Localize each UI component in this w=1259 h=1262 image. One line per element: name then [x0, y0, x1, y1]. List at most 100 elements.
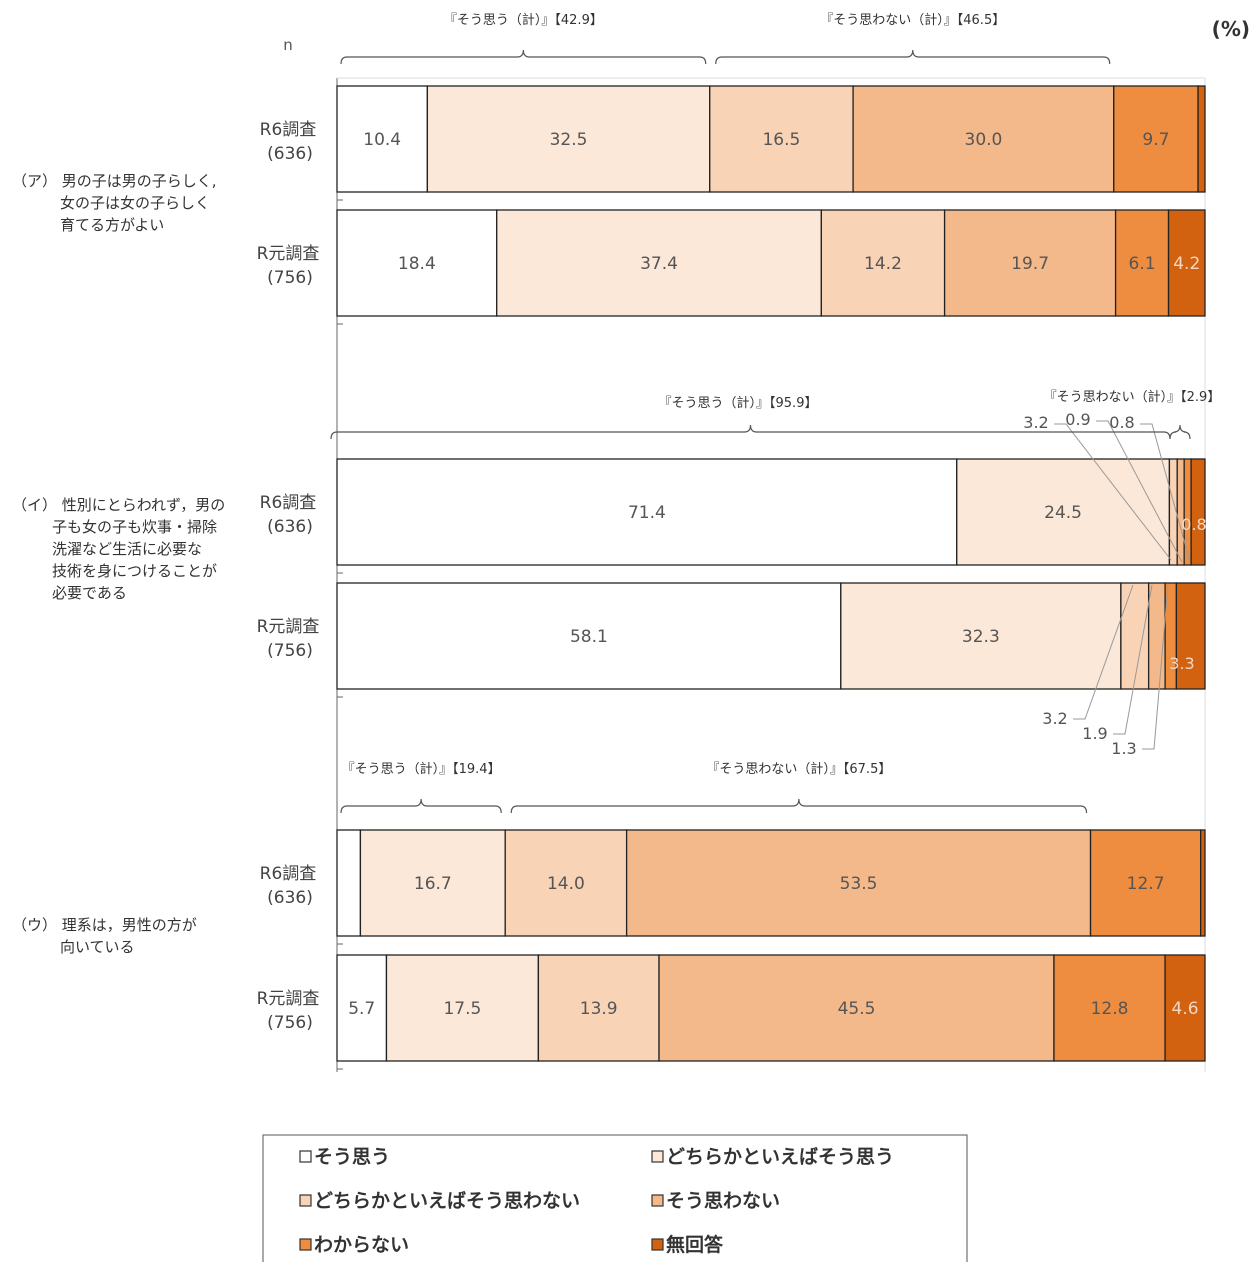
callout-label: 0.8 — [1181, 515, 1206, 534]
bar-segment — [1120, 582, 1150, 690]
bracket-agree — [330, 424, 1171, 440]
bar-segment — [1053, 954, 1166, 1062]
data-label: 32.5 — [550, 130, 588, 150]
n-count-label: (756) — [267, 268, 313, 288]
data-label: 45.5 — [838, 999, 876, 1019]
question-text-line: 育てる方がよい — [60, 216, 164, 234]
question-text-line: 必要である — [52, 584, 127, 602]
bar-segment — [1190, 458, 1206, 566]
data-label: 17.5 — [443, 999, 481, 1019]
data-label: 3.3 — [1169, 654, 1194, 673]
n-count-label: (636) — [267, 888, 313, 908]
legend-swatch — [299, 1194, 312, 1207]
bar-segment — [336, 85, 429, 193]
survey-label: R元調査 — [257, 617, 320, 637]
bracket-label-disagree: 『そう思わない（計）』【67.5】 — [706, 761, 891, 777]
legend-label: わからない — [314, 1234, 409, 1256]
callout-leader-line — [1073, 584, 1134, 720]
survey-label: R元調査 — [257, 244, 320, 264]
bar-row: R6調査 (636) 10.4 32.5 16.5 30.0 9.7 — [260, 85, 1206, 201]
bracket-agree — [340, 798, 502, 814]
bar-segment — [426, 85, 711, 193]
bar-segment — [943, 209, 1117, 317]
bar-segment — [336, 209, 498, 317]
data-label: 12.7 — [1127, 874, 1165, 894]
bracket-label-agree: 『そう思う（計）』【95.9】 — [659, 395, 818, 411]
bar-segment — [336, 582, 842, 690]
bracket-disagree — [1169, 424, 1191, 440]
data-label: 14.0 — [547, 874, 585, 894]
data-label: 58.1 — [570, 627, 608, 647]
bar-segment — [1183, 458, 1192, 566]
bar-segment — [336, 829, 362, 937]
bar-row: R6調査 (636) 71.4 24.5 — [260, 458, 1206, 574]
data-label: 19.7 — [1011, 254, 1049, 274]
bar-segment — [385, 954, 540, 1062]
bracket-label-disagree: 『そう思わない（計）』【46.5】 — [820, 12, 1005, 28]
legend-swatch — [299, 1150, 312, 1163]
bracket-label-disagree: 『そう思わない（計）』【2.9】 — [1044, 389, 1221, 405]
bar-segment — [1113, 85, 1199, 193]
legend-swatch — [651, 1238, 664, 1251]
question-text-line: 女の子は女の子らしく — [60, 194, 210, 212]
bracket-disagree — [715, 49, 1111, 65]
callout-label: 0.8 — [1109, 413, 1134, 432]
survey-label: R6調査 — [260, 864, 317, 884]
bar-segment — [1175, 582, 1206, 690]
bar-segment — [1200, 829, 1206, 937]
data-label: 6.1 — [1129, 254, 1156, 274]
callout-label: 1.9 — [1082, 724, 1107, 743]
bracket-disagree — [510, 798, 1088, 814]
bar-segment — [840, 582, 1122, 690]
question-text-line: （ア） 男の子は男の子らしく, — [12, 172, 217, 190]
callout-leader-line — [1140, 423, 1191, 563]
bar-segment — [658, 954, 1055, 1062]
legend-label: どちらかといえばそう思う — [666, 1146, 894, 1168]
callout-label: 1.3 — [1111, 739, 1136, 758]
bar-segment — [537, 954, 660, 1062]
n-label: n — [283, 36, 293, 54]
callout-leader-line — [1054, 423, 1172, 561]
bar-row: R元調査 (756) 18.4 37.4 14.2 19.7 6.1 4.2 — [257, 209, 1206, 325]
legend-label: 無回答 — [666, 1233, 724, 1256]
data-label: 71.4 — [628, 503, 666, 523]
bar-segment — [1197, 85, 1206, 193]
callout-leader-line — [1113, 584, 1153, 735]
bar-segment — [625, 829, 1092, 937]
data-label: 14.2 — [864, 254, 902, 274]
n-count-label: (636) — [267, 144, 313, 164]
data-label: 24.5 — [1044, 503, 1082, 523]
data-label: 16.5 — [762, 130, 800, 150]
n-count-label: (756) — [267, 1013, 313, 1033]
callout-label: 3.2 — [1042, 709, 1067, 728]
bar-segment — [1089, 829, 1202, 937]
bar-row: R6調査 (636) 16.7 14.0 53.5 12.7 — [260, 829, 1206, 945]
data-label: 9.7 — [1142, 130, 1169, 150]
question-text-line: 技術を身につけることが — [52, 562, 217, 580]
question-text-line: 洗濯など生活に必要な — [52, 540, 202, 558]
data-label: 37.4 — [640, 254, 678, 274]
n-count-label: (756) — [267, 641, 313, 661]
survey-label: R元調査 — [257, 989, 320, 1009]
unit-label: (%) — [1212, 17, 1250, 41]
data-label: 10.4 — [363, 130, 401, 150]
legend-label: どちらかといえばそう思わない — [314, 1190, 580, 1212]
legend-swatch — [651, 1150, 664, 1163]
bar-segment — [1167, 209, 1206, 317]
survey-label: R6調査 — [260, 493, 317, 513]
n-count-label: (636) — [267, 517, 313, 537]
data-label: 18.4 — [398, 254, 436, 274]
data-label: 16.7 — [414, 874, 452, 894]
bar-row: R元調査 (756) 5.7 17.5 13.9 45.5 12.8 4.6 — [257, 954, 1206, 1070]
data-label: 13.9 — [580, 999, 618, 1019]
data-label: 12.8 — [1091, 999, 1129, 1019]
survey-label: R6調査 — [260, 120, 317, 140]
data-label: 4.2 — [1173, 254, 1200, 274]
bar-segment — [709, 85, 854, 193]
legend-swatch — [299, 1238, 312, 1251]
data-label: 4.6 — [1172, 999, 1199, 1019]
bar-segment — [1114, 209, 1170, 317]
question-text-line: （イ） 性別にとらわれず，男の — [12, 496, 225, 514]
